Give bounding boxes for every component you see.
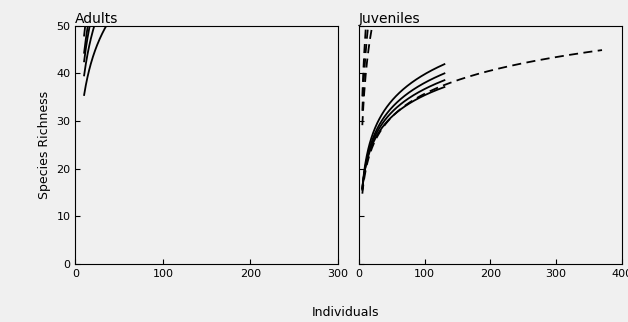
Text: Individuals: Individuals <box>311 306 379 318</box>
Text: Juveniles: Juveniles <box>359 12 421 26</box>
Y-axis label: Species Richness: Species Richness <box>38 91 51 199</box>
Text: Adults: Adults <box>75 12 119 26</box>
